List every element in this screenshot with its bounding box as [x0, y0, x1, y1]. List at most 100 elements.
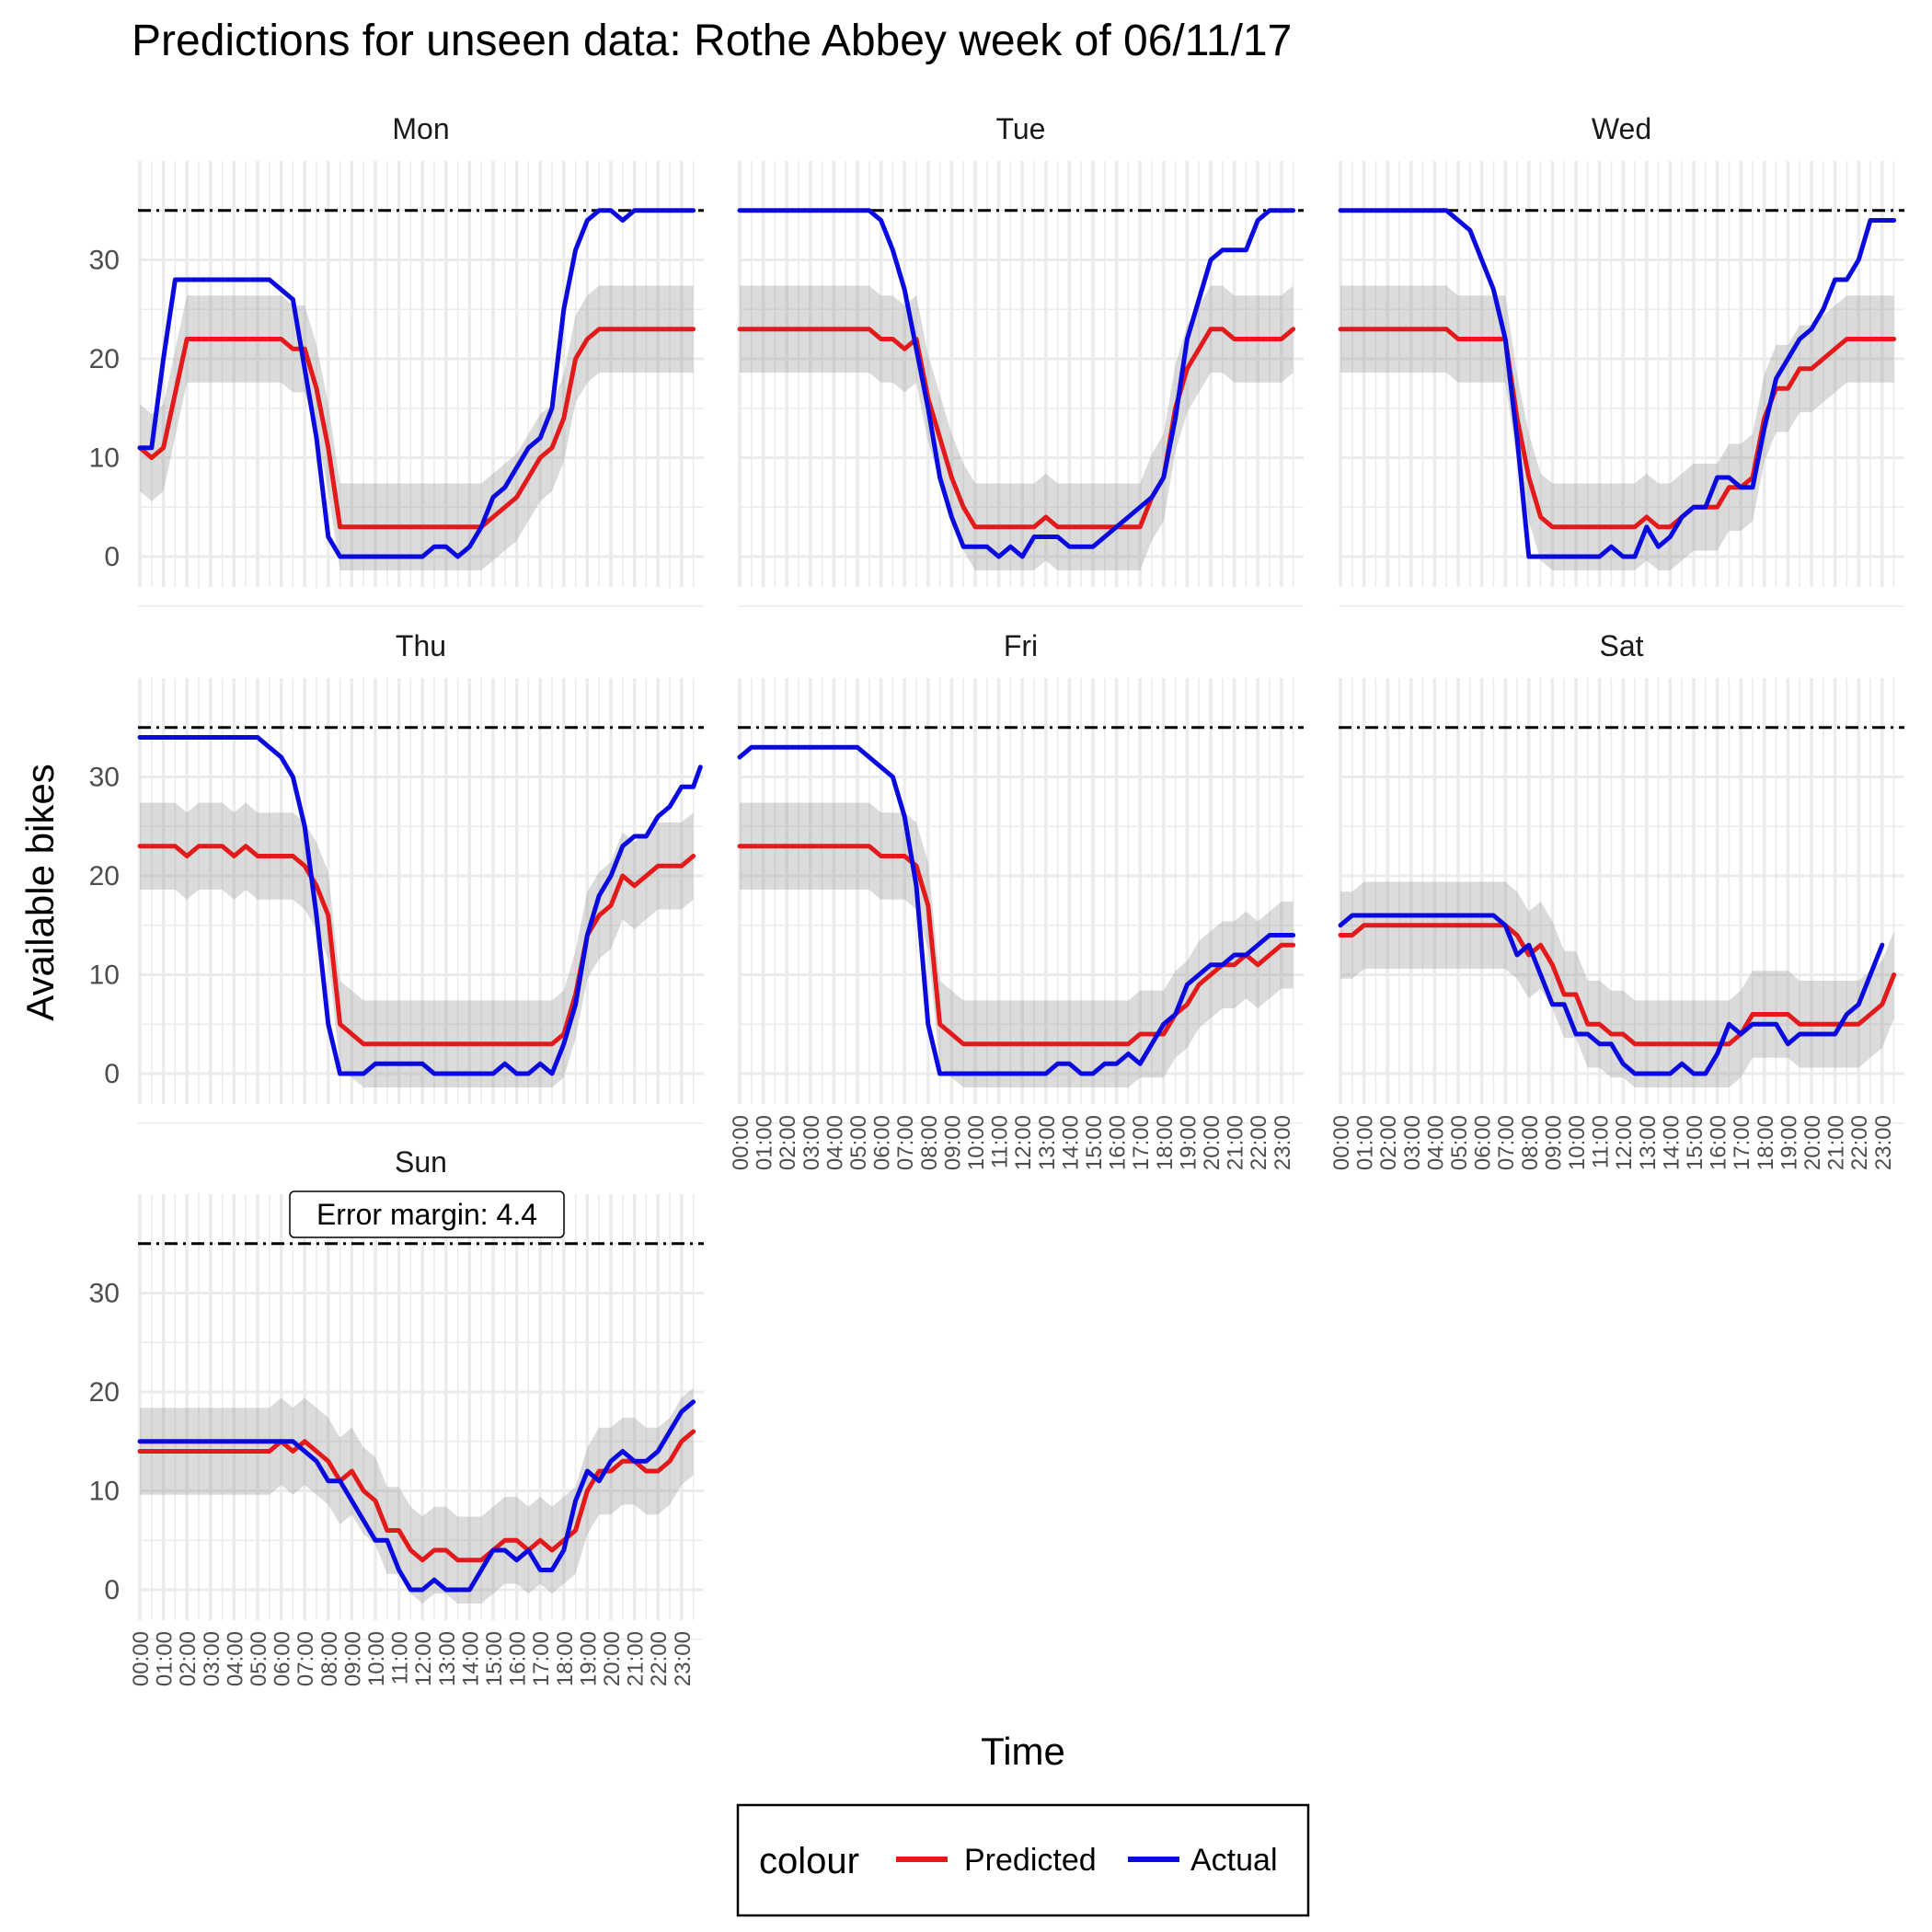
error-band-mon [140, 285, 694, 571]
series-line-predicted-thu [137, 844, 696, 1047]
x-axis-label: Time [981, 1730, 1065, 1773]
x-tick-label: 19:00 [1176, 1115, 1201, 1170]
panel-title-tue: Tue [996, 112, 1046, 145]
error-band-tue [740, 285, 1294, 571]
error-margin-annotation: Error margin: 4.4 [289, 1190, 565, 1238]
x-tick-label: 05:00 [846, 1115, 871, 1170]
panel-title-sun: Sun [395, 1145, 447, 1179]
panel-grid-fri [738, 678, 1304, 1124]
x-tick-label: 01:00 [753, 1115, 777, 1170]
x-tick-label: 06:00 [870, 1115, 895, 1170]
x-tick-label: 01:00 [1353, 1115, 1378, 1170]
y-tick-label: 30 [89, 763, 120, 793]
x-tick-label: 06:00 [270, 1631, 295, 1686]
x-tick-label: 09:00 [340, 1631, 365, 1686]
panel-fri: Fri 00:0001:0002:0003:0004:0005:0006:0007… [729, 629, 1304, 1170]
chart-title: Predictions for unseen data: Rothe Abbey… [132, 17, 1292, 65]
x-tick-label: 00:00 [129, 1631, 154, 1686]
x-tick-label: 22:00 [647, 1631, 672, 1686]
legend-label-actual: Actual [1190, 1843, 1278, 1878]
series-line-predicted-tue [737, 327, 1296, 530]
panel-title-wed: Wed [1592, 112, 1651, 145]
x-tick-label: 08:00 [1518, 1115, 1543, 1170]
x-tick-label: 21:00 [1224, 1115, 1248, 1170]
x-tick-label: 18:00 [1153, 1115, 1178, 1170]
x-tick-label: 22:00 [1247, 1115, 1271, 1170]
series-line-actual-sat [1338, 913, 1885, 1076]
x-tick-label: 07:00 [293, 1631, 318, 1686]
x-tick-label: 07:00 [893, 1115, 918, 1170]
error-band-wed [1340, 285, 1894, 571]
series-line-actual-sun [137, 1399, 696, 1593]
x-tick-label: 22:00 [1847, 1115, 1872, 1170]
x-tick-label: 18:00 [1754, 1115, 1778, 1170]
x-tick-label: 23:00 [1871, 1115, 1896, 1170]
x-tick-label: 21:00 [1824, 1115, 1849, 1170]
panel-grid-tue [738, 161, 1304, 607]
y-tick-label: 20 [89, 344, 120, 374]
x-tick-label: 20:00 [1800, 1115, 1825, 1170]
y-tick-label: 0 [104, 1575, 120, 1605]
series-line-predicted-sun [137, 1429, 696, 1563]
x-tick-label: 12:00 [1612, 1115, 1637, 1170]
series-line-predicted-mon [137, 327, 696, 530]
x-tick-label: 09:00 [940, 1115, 965, 1170]
y-tick-label: 20 [89, 861, 120, 891]
series-line-actual-thu [137, 735, 703, 1076]
x-tick-label: 19:00 [1777, 1115, 1801, 1170]
panel-grid-wed [1339, 161, 1904, 607]
x-tick-label: 13:00 [1636, 1115, 1661, 1170]
x-tick-label: 00:00 [729, 1115, 753, 1170]
x-tick-label: 16:00 [1707, 1115, 1731, 1170]
y-tick-label: 0 [104, 542, 120, 572]
x-tick-label: 05:00 [1447, 1115, 1472, 1170]
x-tick-label: 14:00 [1058, 1115, 1083, 1170]
x-tick-label: 03:00 [200, 1631, 224, 1686]
x-tick-label: 11:00 [1589, 1115, 1614, 1168]
x-tick-label: 03:00 [799, 1115, 824, 1170]
legend-title: colour [759, 1841, 859, 1881]
panel-sun: Sun 0 10 20 30 00:0001:0002:0003:0004:0005:00… [89, 1145, 704, 1686]
x-tick-label: 04:00 [1423, 1115, 1448, 1170]
x-tick-label: 19:00 [576, 1631, 601, 1686]
panel-grid-sat [1339, 678, 1904, 1124]
error-margin-box [289, 1190, 565, 1238]
x-tick-label: 12:00 [1011, 1115, 1036, 1170]
series-line-actual-fri [737, 744, 1296, 1076]
x-tick-label: 02:00 [1376, 1115, 1401, 1170]
x-tick-label: 03:00 [1400, 1115, 1425, 1170]
panel-title-sat: Sat [1599, 629, 1643, 662]
panel-title-fri: Fri [1004, 629, 1038, 662]
legend: colour Predicted Actual [736, 1803, 1310, 1917]
series-line-actual-mon [137, 208, 696, 559]
x-tick-label: 07:00 [1494, 1115, 1519, 1170]
error-band-sat [1340, 881, 1894, 1088]
panel-title-mon: Mon [392, 112, 449, 145]
x-tick-label: 20:00 [1200, 1115, 1225, 1170]
legend-label-predicted: Predicted [964, 1843, 1097, 1878]
y-tick-label: 10 [89, 960, 120, 991]
x-tick-label: 08:00 [317, 1631, 342, 1686]
x-tick-label: 13:00 [435, 1631, 460, 1686]
panel-sat: Sat 00:0001:0002:0003:0004:0005:0006:0007… [1329, 629, 1904, 1170]
series-line-actual-wed [1338, 208, 1897, 559]
x-tick-label: 23:00 [1271, 1115, 1295, 1170]
x-tick-label: 23:00 [671, 1631, 696, 1686]
x-tick-label: 08:00 [917, 1115, 942, 1170]
x-tick-label: 15:00 [1082, 1115, 1107, 1170]
x-tick-label: 01:00 [153, 1631, 178, 1686]
y-tick-label: 20 [89, 1377, 120, 1408]
x-tick-label: 17:00 [1129, 1115, 1154, 1170]
error-band-fri [740, 802, 1294, 1088]
y-tick-label: 10 [89, 443, 120, 474]
x-tick-label: 17:00 [529, 1631, 554, 1686]
x-tick-label: 06:00 [1471, 1115, 1496, 1170]
panel-tue: Tue [737, 112, 1304, 607]
x-tick-label: 16:00 [1106, 1115, 1131, 1170]
x-tick-label: 02:00 [176, 1631, 201, 1686]
x-tick-label: 00:00 [1329, 1115, 1354, 1170]
x-tick-label: 21:00 [624, 1631, 649, 1686]
x-tick-label: 14:00 [458, 1631, 483, 1686]
